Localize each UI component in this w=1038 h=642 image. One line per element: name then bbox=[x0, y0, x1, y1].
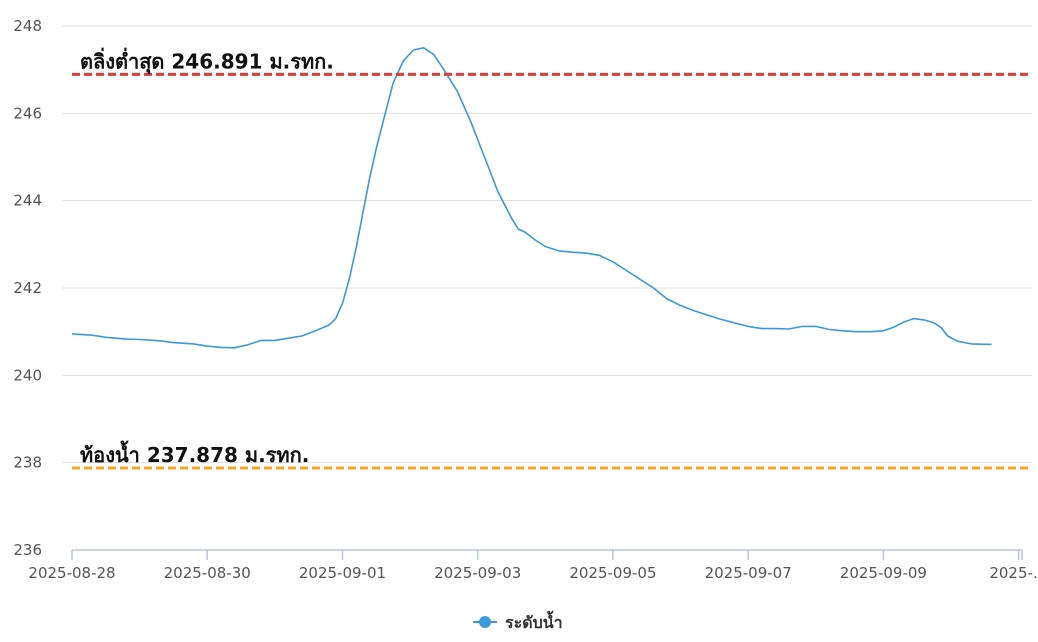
series-line-water-level bbox=[71, 47, 992, 349]
x-tick-label: 2025-08-30 bbox=[164, 564, 251, 582]
grid-lines bbox=[62, 25, 1032, 464]
y-tick-label: 238 bbox=[13, 454, 42, 472]
legend-marker-icon bbox=[479, 616, 491, 628]
y-tick-label: 240 bbox=[13, 366, 42, 384]
y-tick-label: 244 bbox=[13, 192, 42, 210]
y-tick-label: 246 bbox=[13, 104, 42, 122]
x-tick-label: 2025-09-01 bbox=[299, 564, 386, 582]
upper-reference-label: ตลิ่งต่ำสุด 246.891 ม.รทก. bbox=[80, 46, 334, 74]
axes: 248 246 244 242 240 238 236 2025-08-28 2025-08-3… bbox=[13, 17, 1038, 582]
y-tick-label: 242 bbox=[13, 279, 42, 297]
x-tick-label: 2025-09-07 bbox=[705, 564, 792, 582]
x-tick-label: 2025-08-28 bbox=[28, 564, 115, 582]
x-tick-label: 2025-… bbox=[989, 564, 1038, 582]
x-tick-label: 2025-09-03 bbox=[434, 564, 521, 582]
reference-lines: ตลิ่งต่ำสุด 246.891 ม.รทก. ท้องน้ำ 237.87… bbox=[72, 46, 1032, 470]
legend[interactable]: ระดับน้ำ bbox=[473, 610, 563, 632]
series-layer bbox=[71, 47, 992, 349]
x-tick-label: 2025-09-05 bbox=[569, 564, 656, 582]
lower-reference-label: ท้องน้ำ 237.878 ม.รทก. bbox=[80, 440, 309, 467]
x-tick-label: 2025-09-09 bbox=[840, 564, 927, 582]
legend-label[interactable]: ระดับน้ำ bbox=[505, 610, 563, 632]
y-tick-label: 236 bbox=[13, 541, 42, 559]
y-tick-label: 248 bbox=[13, 17, 42, 35]
